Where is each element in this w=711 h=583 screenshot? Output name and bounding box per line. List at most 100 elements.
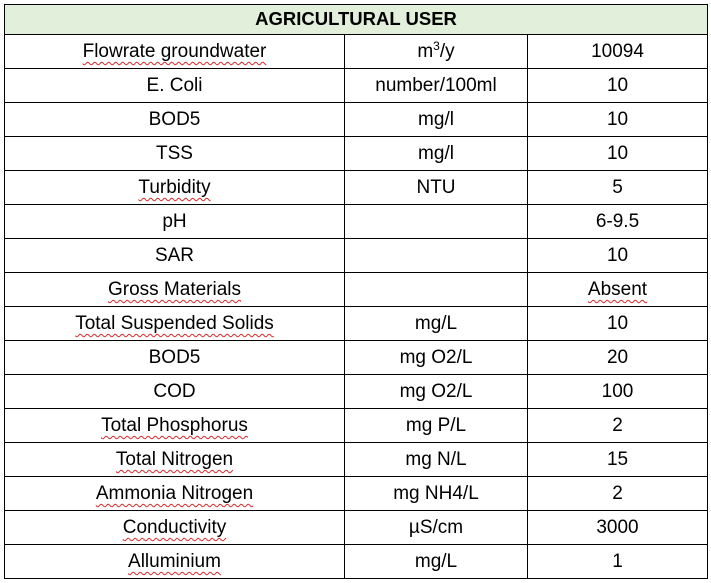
unit-cell: mg NH4/L [344, 476, 528, 511]
table-row: TSS mg/l 10 [4, 136, 709, 171]
unit-cell: mg/l [344, 102, 528, 137]
parameter-label: TSS [156, 143, 193, 164]
parameter-label: Turbidity [138, 177, 211, 198]
value-label: 100 [601, 381, 634, 402]
unit-label: NTU [416, 177, 456, 198]
value-label: 6-9.5 [595, 211, 640, 232]
unit-label: mg/L [414, 551, 458, 572]
value-label: 10094 [591, 41, 644, 62]
unit-cell: µS/cm [344, 510, 528, 545]
unit-cell: mg/L [344, 544, 528, 579]
unit-cell: mg/L [344, 306, 528, 341]
parameter-cell: BOD5 [4, 340, 345, 375]
table-row: Total Suspended Solids mg/L 10 [4, 306, 709, 341]
value-label: 10 [606, 143, 629, 164]
unit-cell [344, 238, 528, 273]
value-cell: 6-9.5 [526, 204, 709, 239]
unit-cell: mg P/L [344, 408, 528, 443]
value-cell: 10 [526, 306, 709, 341]
unit-label: mg P/L [405, 415, 467, 436]
table-row: Total Phosphorus mg P/L 2 [4, 408, 709, 443]
table-row: Turbidity NTU 5 [4, 170, 709, 205]
value-cell: 10 [526, 68, 709, 103]
unit-cell: m3/y [344, 34, 528, 69]
parameter-label: BOD5 [148, 109, 201, 130]
unit-label: number/100ml [375, 75, 497, 96]
unit-cell: mg O2/L [344, 374, 528, 409]
table-row: Total Nitrogen mg N/L 15 [4, 442, 709, 477]
value-cell: 20 [526, 340, 709, 375]
parameter-cell: BOD5 [4, 102, 345, 137]
value-cell: Absent [526, 272, 709, 307]
parameter-cell: Alluminium [4, 544, 345, 579]
value-label: 1 [612, 551, 623, 572]
parameter-cell: E. Coli [4, 68, 345, 103]
parameter-cell: SAR [4, 238, 345, 273]
table-row: Flowrate groundwater m3/y 10094 [4, 34, 709, 69]
unit-cell: NTU [344, 170, 528, 205]
value-cell: 10 [526, 238, 709, 273]
value-cell: 100 [526, 374, 709, 409]
value-cell: 1 [526, 544, 709, 579]
parameter-cell: COD [4, 374, 345, 409]
table-row: SAR 10 [4, 238, 709, 273]
unit-label: m [417, 41, 434, 62]
unit-cell: mg O2/L [344, 340, 528, 375]
unit-label: mg/l [418, 109, 454, 130]
value-label: 10 [606, 109, 629, 130]
parameter-cell: Turbidity [4, 170, 345, 205]
parameter-cell: pH [4, 204, 345, 239]
value-label: 10 [606, 313, 629, 334]
table-row: BOD5 mg/l 10 [4, 102, 709, 137]
parameter-label: pH [162, 211, 187, 232]
parameter-label: Total Phosphorus [101, 415, 248, 436]
value-cell: 15 [526, 442, 709, 477]
table-header-row: AGRICULTURAL USER [3, 4, 709, 35]
parameter-label: SAR [154, 245, 195, 266]
parameter-cell: Total Suspended Solids [4, 306, 345, 341]
table-title: AGRICULTURAL USER [3, 4, 709, 35]
value-label: 2 [612, 415, 623, 436]
unit-label: mg N/L [405, 449, 467, 470]
table-row: BOD5 mg O2/L 20 [4, 340, 709, 375]
parameter-label: Conductivity [122, 517, 227, 538]
value-cell: 5 [526, 170, 709, 205]
value-cell: 2 [526, 476, 709, 511]
parameter-label: COD [153, 381, 196, 402]
value-label: 3000 [596, 517, 639, 538]
table-row: Ammonia Nitrogen mg NH4/L 2 [4, 476, 709, 511]
parameter-label: Ammonia Nitrogen [95, 483, 254, 504]
parameter-label: Total Suspended Solids [75, 313, 274, 334]
agricultural-user-sheet: AGRICULTURAL USER Flowrate groundwater m3… [3, 4, 709, 579]
parameter-label: E. Coli [146, 75, 203, 96]
parameter-cell: TSS [4, 136, 345, 171]
unit-cell: number/100ml [344, 68, 528, 103]
unit-label: mg/L [414, 313, 458, 334]
table-body: AGRICULTURAL USER Flowrate groundwater m3… [3, 4, 709, 579]
value-label: 10 [606, 245, 629, 266]
value-cell: 10 [526, 136, 709, 171]
value-label: 15 [606, 449, 629, 470]
parameter-label: Total Nitrogen [115, 449, 234, 470]
unit-cell [344, 272, 528, 307]
value-cell: 10 [526, 102, 709, 137]
value-cell: 3000 [526, 510, 709, 545]
table-row: Conductivity µS/cm 3000 [4, 510, 709, 545]
parameter-label: Gross Materials [107, 279, 242, 300]
unit-label: mg/l [418, 143, 454, 164]
table-row: COD mg O2/L 100 [4, 374, 709, 409]
value-cell: 10094 [526, 34, 709, 69]
parameter-cell: Conductivity [4, 510, 345, 545]
unit-label: mg NH4/L [393, 483, 479, 504]
unit-label: mg O2/L [399, 381, 473, 402]
value-label: 2 [612, 483, 623, 504]
value-label: 10 [606, 75, 629, 96]
parameter-cell: Ammonia Nitrogen [4, 476, 345, 511]
value-label: 20 [606, 347, 629, 368]
unit-suffix: /y [439, 41, 455, 62]
table-row: E. Coli number/100ml 10 [4, 68, 709, 103]
parameter-cell: Flowrate groundwater [4, 34, 345, 69]
value-label: Absent [587, 279, 648, 300]
parameter-cell: Total Nitrogen [4, 442, 345, 477]
unit-label: µS/cm [408, 517, 464, 538]
